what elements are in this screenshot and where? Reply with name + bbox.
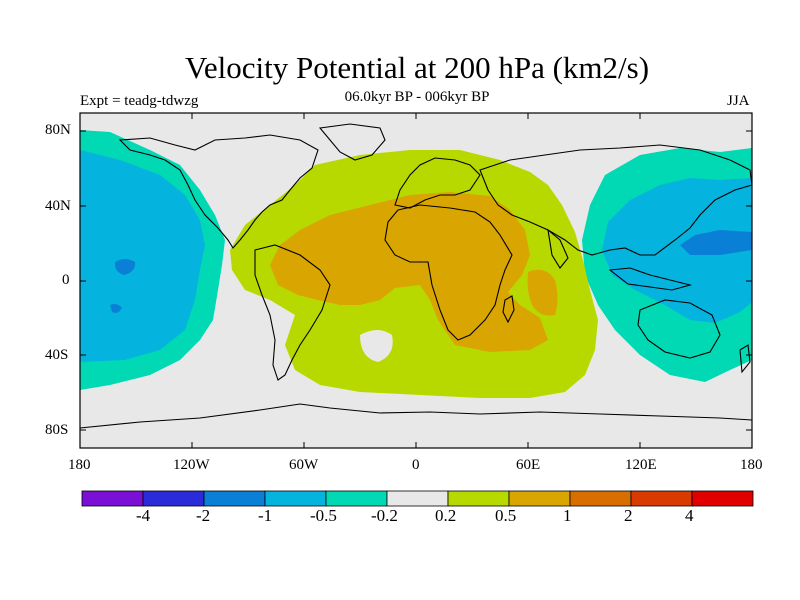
greenland-coastline — [318, 123, 386, 161]
period-subtitle: 06.0kyr BP - 006kyr BP — [344, 89, 490, 105]
season-label: JJA — [727, 93, 750, 109]
south-america-coastline — [254, 244, 331, 381]
colorbar-label: -1 — [258, 506, 273, 525]
colorbar-label: -0.2 — [371, 506, 398, 525]
colorbar-swatch — [569, 490, 632, 507]
colorbar-swatch — [142, 490, 205, 507]
colorbar-label: -2 — [196, 506, 211, 525]
experiment-label: Expt = teadg-tdwzg — [80, 93, 199, 109]
lat-label-80n: 80N — [45, 122, 71, 138]
lat-label-40s: 40S — [45, 347, 69, 363]
lon-label-120w: 120W — [173, 457, 210, 473]
lon-label-60e: 60E — [516, 457, 541, 473]
south-atlantic-neutral-hole — [360, 330, 393, 362]
antarctica-coastline — [79, 403, 753, 429]
colorbar-swatch — [386, 490, 449, 507]
lat-label-80s: 80S — [45, 422, 69, 438]
lon-label-0: 0 — [412, 457, 420, 473]
lat-label-0: 0 — [62, 272, 70, 288]
lon-label-120e: 120E — [625, 457, 657, 473]
lon-label-180e: 180 — [740, 457, 763, 473]
lat-label-40n: 40N — [45, 198, 71, 214]
colorbar-swatch — [203, 490, 266, 507]
colorbar — [81, 490, 754, 507]
colorbar-swatch — [630, 490, 693, 507]
colorbar-label: -0.5 — [310, 506, 337, 525]
colorbar-label: 4 — [685, 506, 694, 525]
africa-coastline — [384, 204, 513, 341]
colorbar-label: 0.5 — [495, 506, 517, 525]
madagascar-coastline — [502, 295, 515, 324]
europe-coastline — [394, 157, 481, 209]
colorbar-swatch — [447, 490, 510, 507]
lon-label-60w: 60W — [289, 457, 319, 473]
pacific-west-deeper-region — [602, 178, 752, 323]
colorbar-swatch — [325, 490, 388, 507]
north-america-coastline — [118, 134, 319, 249]
indonesia-coastline — [608, 267, 693, 291]
coastlines — [79, 123, 753, 429]
india-coastline — [547, 228, 569, 269]
australia-coastline — [637, 299, 721, 359]
pacific-east-core-region — [114, 259, 136, 275]
colorbar-label: -4 — [136, 506, 151, 525]
axis-ticks — [80, 113, 752, 448]
map-title: Velocity Potential at 200 hPa (km2/s) — [184, 50, 650, 85]
colorbar-swatch — [264, 490, 327, 507]
colorbar-label: 0.2 — [435, 506, 457, 525]
colorbar-label: 1 — [563, 506, 572, 525]
africa-strong-positive-region — [270, 192, 548, 352]
asia-coastline — [479, 144, 753, 256]
pacific-west-core-region — [680, 230, 752, 255]
indian-ocean-strong-positive-region — [527, 269, 558, 316]
colorbar-swatch — [508, 490, 571, 507]
colorbar-swatch — [691, 490, 754, 507]
colorbar-swatch — [81, 490, 144, 507]
pacific-east-core-region-small — [110, 304, 122, 313]
new-zealand-coastline — [739, 344, 751, 374]
lon-label-180w: 180 — [68, 457, 91, 473]
colorbar-label: 2 — [624, 506, 633, 525]
